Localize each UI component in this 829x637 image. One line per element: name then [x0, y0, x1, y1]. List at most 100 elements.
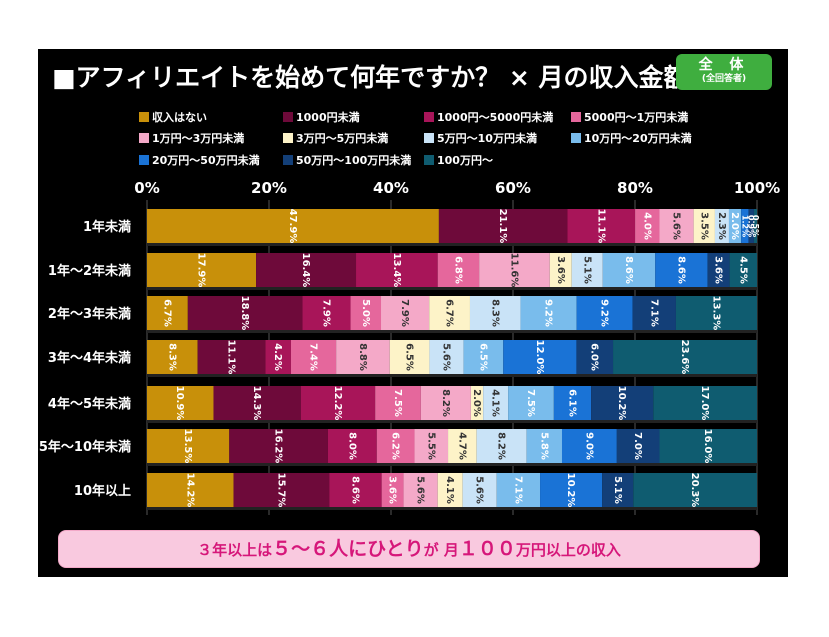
bar-segment [376, 429, 415, 463]
legend-swatch [139, 112, 149, 122]
legend-label: 1000円〜5000円未満 [437, 111, 554, 124]
x-tick-label: 60% [495, 179, 531, 197]
bar-segment [213, 386, 301, 420]
data-label: 5.6% [415, 476, 426, 504]
bar-segment [633, 473, 757, 507]
legend-swatch [571, 133, 581, 143]
data-label: 4.2% [272, 343, 283, 371]
legend-item: 3万円〜5万円未満 [283, 130, 388, 146]
data-label: 3.5% [698, 212, 709, 240]
data-label: 13.5% [182, 429, 193, 464]
data-label: 10.9% [174, 386, 185, 421]
data-label: 6.5% [477, 343, 488, 371]
bar-segment [448, 429, 477, 463]
data-label: 2.0% [471, 389, 482, 417]
bar-shadow [147, 287, 757, 290]
x-tick-label: 0% [134, 179, 159, 197]
bar-segment [659, 209, 694, 243]
bar-segment [553, 386, 592, 420]
bar-segment [429, 340, 464, 374]
legend-label: 50万円〜100万円未満 [296, 154, 412, 167]
data-label: 0.9% [747, 215, 756, 237]
bar-segment [327, 429, 377, 463]
bar-segment [655, 253, 708, 287]
bar-segment [508, 386, 554, 420]
data-label: 12.2% [332, 386, 343, 421]
banner-text-3: が 月 [423, 541, 459, 559]
legend-item: 1000円〜5000円未満 [424, 109, 553, 125]
data-label: 6.8% [452, 256, 463, 284]
data-label: 4.5% [737, 256, 748, 284]
data-label: 1.2% [740, 215, 749, 237]
bar-segment [229, 429, 328, 463]
data-label: 6.7% [444, 299, 455, 327]
bar-segment [635, 209, 660, 243]
data-label: 3.6% [713, 256, 724, 284]
data-label: 15.7% [275, 473, 286, 508]
data-label: 7.5% [392, 389, 403, 417]
data-label: 2.0% [729, 212, 740, 240]
legend-label: 1万円〜3万円未満 [152, 132, 245, 145]
banner-text-4: １００ [458, 538, 516, 560]
bar-segment [729, 253, 757, 287]
x-tick-label: 40% [373, 179, 409, 197]
data-label: 3.6% [555, 256, 566, 284]
legend-item: 20万円〜50万円未満 [139, 152, 260, 168]
bar-segment [197, 340, 266, 374]
bar-segment [616, 429, 660, 463]
data-label: 4.1% [444, 476, 455, 504]
bar-segment [748, 209, 754, 243]
data-label: 6.7% [161, 299, 172, 327]
data-label: 5.6% [474, 476, 485, 504]
data-label: 6.2% [390, 432, 401, 460]
data-label: 5.5% [425, 432, 436, 460]
legend-swatch [424, 133, 434, 143]
data-label: 8.6% [675, 256, 686, 284]
data-label: 11.1% [225, 340, 236, 375]
data-label: 4.1% [490, 389, 501, 417]
data-label: 5.8% [538, 432, 549, 460]
bar-shadow [147, 420, 757, 423]
bar-shadow [147, 507, 757, 510]
data-label: 17.9% [196, 253, 207, 288]
chart-title: ■アフィリエイトを始めて何年ですか？ × 月の収入金額 [52, 63, 689, 92]
data-label: 16.4% [300, 253, 311, 288]
bar-segment [576, 340, 614, 374]
bar-segment [675, 296, 757, 330]
badge-label: 全 体 [698, 57, 750, 73]
category-label: 1年未満 [83, 219, 131, 235]
data-label: 0.5% [751, 215, 760, 237]
data-label: 8.6% [623, 256, 634, 284]
bar-segment [707, 253, 730, 287]
bar-segment [540, 473, 603, 507]
legend-label: 20万円〜50万円未満 [152, 154, 260, 167]
bar-shadow [147, 374, 757, 377]
legend-item: 5000円〜1万円未満 [571, 109, 688, 125]
data-label: 7.4% [308, 343, 319, 371]
bar-segment [147, 386, 214, 420]
legend-label: 5000円〜1万円未満 [584, 111, 689, 124]
data-label: 9.2% [543, 299, 554, 327]
bar-segment [632, 296, 676, 330]
bar-segment [470, 386, 484, 420]
bar-segment [350, 296, 382, 330]
data-label: 7.9% [399, 299, 410, 327]
bar-segment [437, 473, 463, 507]
category-label: 2年〜3年未満 [48, 306, 131, 322]
data-label: 14.2% [184, 473, 195, 508]
bar-segment [483, 386, 509, 420]
data-label: 7.0% [632, 432, 643, 460]
bar-segment [336, 340, 390, 374]
data-label: 10.2% [565, 473, 576, 508]
category-label: 10年以上 [74, 483, 131, 499]
legend-swatch [283, 133, 293, 143]
bar-segment [147, 296, 188, 330]
bar-segment [356, 253, 438, 287]
data-label: 8.3% [489, 299, 500, 327]
bar-segment [389, 340, 430, 374]
bar-segment [549, 253, 572, 287]
bar-segment [653, 386, 757, 420]
legend-label: 5万円〜10万円未満 [437, 132, 537, 145]
data-label: 8.2% [496, 432, 507, 460]
